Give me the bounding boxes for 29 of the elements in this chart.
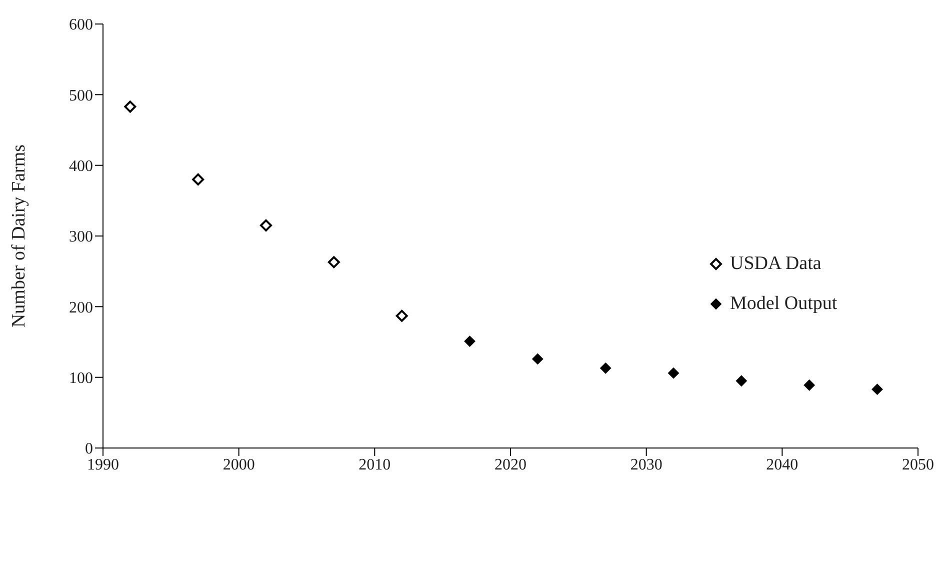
x-tick-label: 2010	[358, 456, 391, 474]
y-tick-label: 200	[69, 299, 93, 316]
legend-label: USDA Data	[730, 253, 822, 275]
point	[600, 362, 612, 374]
point	[464, 336, 476, 347]
x-tick-label: 2030	[630, 456, 662, 474]
x-tick-label: 2000	[222, 456, 255, 474]
y-tick-label: 300	[69, 228, 93, 246]
point	[396, 310, 408, 322]
legend-label: Model Output	[730, 293, 838, 315]
point	[328, 256, 340, 268]
y-tick-label: 600	[69, 16, 93, 34]
x-tick-label: 2020	[494, 456, 526, 474]
y-tick-label: 0	[85, 440, 93, 458]
point	[260, 219, 272, 232]
x-tick-label: 2040	[766, 456, 798, 474]
y-tick-label: 400	[69, 158, 93, 176]
point	[668, 368, 679, 379]
y-tick-label: 500	[69, 87, 93, 104]
point	[124, 100, 136, 113]
y-axis-title: Number of Dairy Farms	[8, 144, 30, 328]
point	[532, 353, 544, 364]
x-tick-label: 1990	[87, 456, 119, 474]
point	[804, 380, 815, 391]
x-tick-label: 2050	[902, 456, 934, 474]
y-tick-label: 100	[69, 370, 93, 388]
point	[872, 384, 883, 395]
point	[192, 173, 204, 186]
point	[736, 375, 747, 386]
